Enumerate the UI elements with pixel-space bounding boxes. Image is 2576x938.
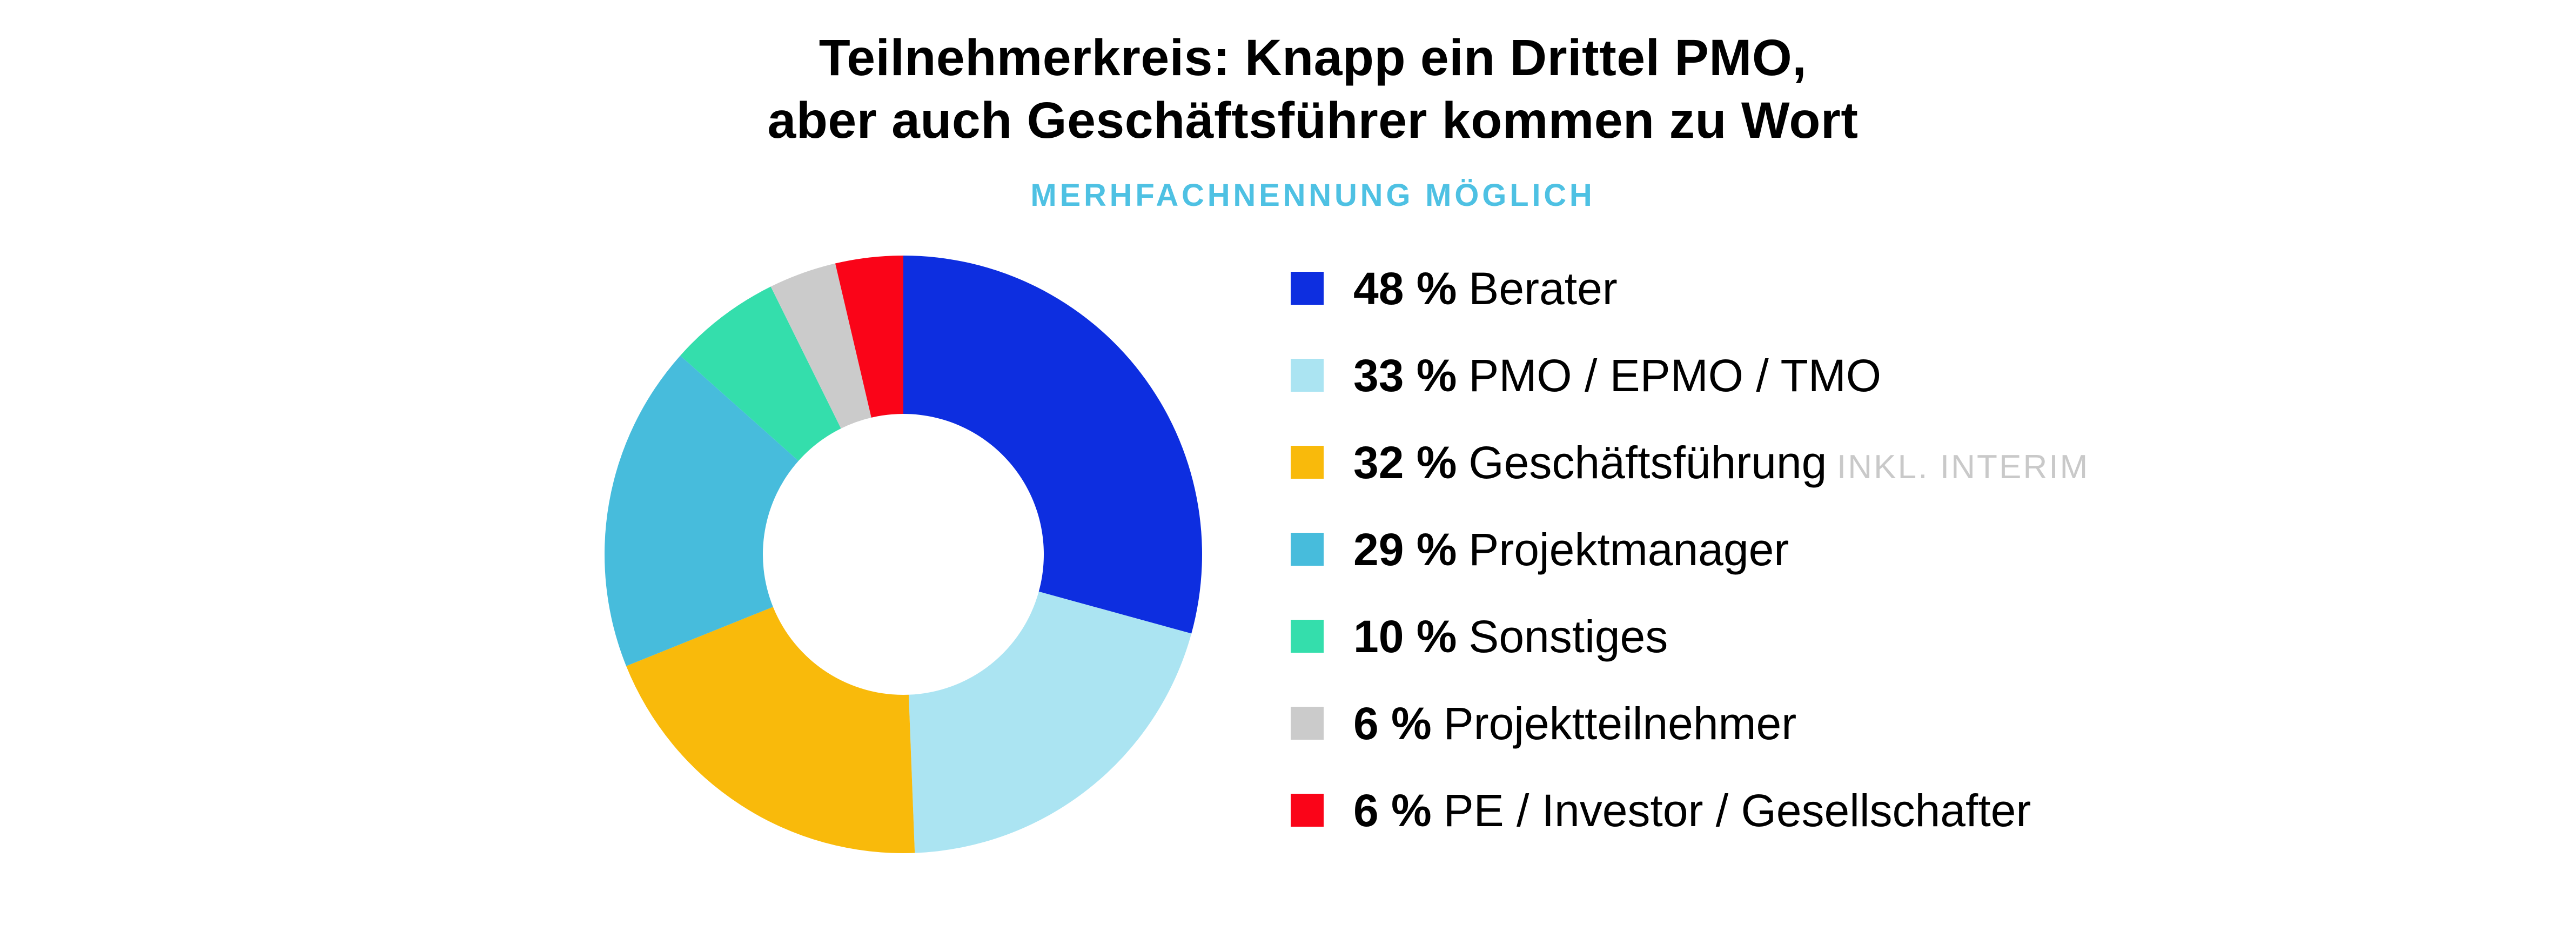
donut-slice-6 (835, 256, 903, 418)
legend-color-swatch (1291, 446, 1324, 479)
legend-item: 10 % Sonstiges (1291, 593, 2089, 680)
legend-value: 29 % (1353, 524, 1457, 575)
legend-label: 10 % Sonstiges (1353, 614, 1668, 659)
legend-category: Projektteilnehmer (1443, 698, 1797, 749)
legend-category: Sonstiges (1468, 611, 1668, 662)
legend-value: 6 % (1353, 698, 1432, 749)
legend-category: Berater (1468, 263, 1618, 314)
donut-chart (604, 256, 1202, 853)
legend-category: Geschäftsführung (1468, 437, 1827, 488)
legend-color-swatch (1291, 707, 1324, 740)
page-title-line1: Teilnehmerkreis: Knapp ein Drittel PMO, (819, 29, 1807, 86)
donut-slice-1 (908, 591, 1192, 853)
legend-item: 29 % Projektmanager (1291, 506, 2089, 593)
legend-color-swatch (1291, 272, 1324, 305)
legend-color-swatch (1291, 533, 1324, 566)
legend-label: 6 % Projektteilnehmer (1353, 701, 1796, 746)
legend-value: 6 % (1353, 785, 1432, 836)
legend-color-swatch (1291, 794, 1324, 827)
legend: 48 % Berater 33 % PMO / EPMO / TMO 32 % Gesch… (1291, 245, 2089, 854)
legend-item: 33 % PMO / EPMO / TMO (1291, 332, 2089, 419)
legend-item: 32 % Geschäftsführung INKL. INTERIM (1291, 419, 2089, 506)
legend-label: 29 % Projektmanager (1353, 527, 1789, 572)
donut-slice-5 (770, 263, 871, 428)
legend-value: 10 % (1353, 611, 1457, 662)
legend-category: Projektmanager (1468, 524, 1789, 575)
legend-item: 6 % PE / Investor / Gesellschafter (1291, 767, 2089, 854)
legend-item: 6 % Projektteilnehmer (1291, 680, 2089, 767)
legend-label: 6 % PE / Investor / Gesellschafter (1353, 788, 2031, 833)
legend-color-swatch (1291, 359, 1324, 392)
legend-item: 48 % Berater (1291, 245, 2089, 332)
legend-value: 33 % (1353, 350, 1457, 401)
donut-chart-container (579, 230, 1227, 879)
donut-slice-0 (903, 256, 1202, 634)
donut-slice-2 (626, 607, 915, 853)
legend-suffix-note: INKL. INTERIM (1836, 448, 2090, 486)
legend-value: 48 % (1353, 263, 1457, 314)
legend-color-swatch (1291, 620, 1324, 653)
legend-category: PE / Investor / Gesellschafter (1443, 785, 2031, 836)
page-title-line2: aber auch Geschäftsführer kommen zu Wort (767, 91, 1859, 149)
legend-label: 33 % PMO / EPMO / TMO (1353, 353, 1881, 398)
legend-category: PMO / EPMO / TMO (1468, 350, 1882, 401)
legend-label: 48 % Berater (1353, 266, 1618, 311)
legend-label: 32 % Geschäftsführung INKL. INTERIM (1353, 440, 2089, 485)
chart-subtitle: MERHFACHNENNUNG MÖGLICH (1030, 177, 1595, 213)
donut-slice-4 (680, 286, 841, 461)
donut-slice-3 (604, 356, 799, 666)
legend-value: 32 % (1353, 437, 1457, 488)
header: Teilnehmerkreis: Knapp ein Drittel PMO, … (567, 27, 2058, 213)
